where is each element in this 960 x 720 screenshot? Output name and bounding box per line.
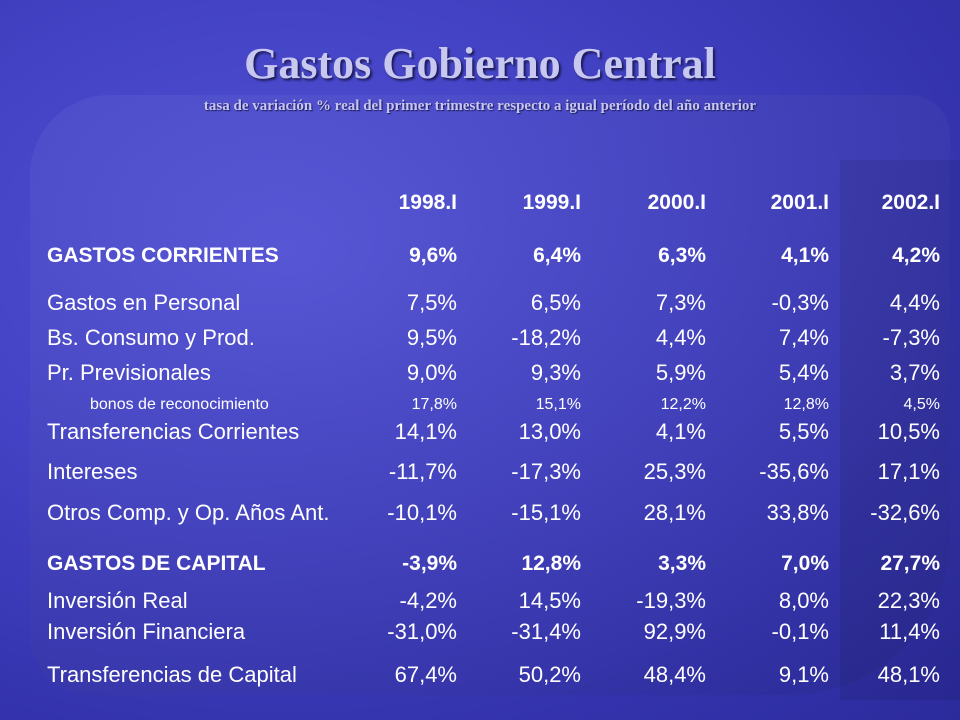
- column-header-year: 1998.I: [398, 191, 457, 214]
- table-cell-value: 12,2%: [660, 396, 706, 413]
- table-cell-value: 4,4%: [655, 325, 706, 350]
- table-cell-value: 4,2%: [892, 244, 940, 267]
- table-cell-value: 14,5%: [518, 588, 581, 613]
- row-label: Transferencias Corrientes: [47, 419, 300, 444]
- table-cell-value: 7,3%: [655, 290, 706, 315]
- table-cell-value: 9,1%: [778, 662, 829, 687]
- table-cell-value: 67,4%: [394, 662, 457, 687]
- row-label: GASTOS CORRIENTES: [47, 244, 279, 267]
- table-cell-value: -11,7%: [388, 459, 457, 484]
- table-cell-value: 15,1%: [535, 396, 581, 413]
- table-cell-value: 7,0%: [781, 552, 829, 575]
- table-cell-value: 9,3%: [530, 360, 581, 385]
- table-cell-value: -3,9%: [402, 552, 457, 575]
- table-cell-value: -32,6%: [870, 500, 940, 525]
- table-cell-value: 3,7%: [889, 360, 940, 385]
- table-cell-value: 6,4%: [533, 244, 581, 267]
- table-cell-value: 27,7%: [880, 552, 940, 575]
- table-cell-value: -19,3%: [636, 588, 706, 613]
- table-cell-value: 28,1%: [643, 500, 706, 525]
- row-label: Bs. Consumo y Prod.: [47, 325, 255, 350]
- table-cell-value: 6,5%: [530, 290, 581, 315]
- column-header-year: 2000.I: [647, 191, 706, 214]
- table-cell-value: -18,2%: [511, 325, 581, 350]
- row-label: Pr. Previsionales: [47, 360, 211, 385]
- background-shape: [30, 95, 950, 695]
- table-cell-value: 9,6%: [409, 244, 457, 267]
- table-cell-value: 4,1%: [781, 244, 829, 267]
- table-cell-value: -31,4%: [511, 619, 581, 644]
- table-cell-value: 5,4%: [778, 360, 829, 385]
- table-cell-value: 92,9%: [643, 619, 706, 644]
- table-cell-value: -17,3%: [511, 459, 581, 484]
- row-label: Otros Comp. y Op. Años Ant.: [47, 500, 330, 525]
- table-cell-value: -35,6%: [759, 459, 829, 484]
- column-header-year: 2002.I: [881, 191, 940, 214]
- column-header-year: 1999.I: [522, 191, 581, 214]
- table-cell-value: 48,1%: [877, 662, 940, 687]
- row-label: Inversión Real: [47, 588, 188, 613]
- table-cell-value: 6,3%: [658, 244, 706, 267]
- row-label: GASTOS DE CAPITAL: [47, 552, 266, 575]
- table-cell-value: 50,2%: [518, 662, 581, 687]
- table-cell-value: 9,5%: [406, 325, 457, 350]
- table-cell-value: -4,2%: [399, 588, 457, 613]
- row-label: Transferencias de Capital: [47, 662, 297, 687]
- table-cell-value: 7,5%: [406, 290, 457, 315]
- table-cell-value: 12,8%: [521, 552, 581, 575]
- table-cell-value: 4,4%: [889, 290, 940, 315]
- table-cell-value: 48,4%: [643, 662, 706, 687]
- row-label: bonos de reconocimiento: [90, 396, 269, 413]
- table-cell-value: 25,3%: [643, 459, 706, 484]
- table-cell-value: 17,1%: [877, 459, 940, 484]
- table-cell-value: 5,5%: [778, 419, 829, 444]
- column-header-year: 2001.I: [770, 191, 829, 214]
- slide-subtitle: tasa de variación % real del primer trim…: [203, 98, 757, 114]
- table-cell-value: 22,3%: [877, 588, 940, 613]
- row-label: Intereses: [47, 459, 138, 484]
- table-cell-value: -31,0%: [387, 619, 457, 644]
- table-cell-value: 33,8%: [766, 500, 829, 525]
- table-cell-value: 9,0%: [406, 360, 457, 385]
- table-cell-value: 3,3%: [658, 552, 706, 575]
- table-cell-value: -0,3%: [771, 290, 829, 315]
- table-cell-value: 4,1%: [655, 419, 706, 444]
- background-rect: [840, 160, 960, 700]
- table-cell-value: 12,8%: [783, 396, 829, 413]
- table-cell-value: 4,5%: [903, 396, 940, 413]
- table-cell-value: 11,4%: [879, 619, 940, 644]
- table-cell-value: -15,1%: [511, 500, 581, 525]
- table-cell-value: 8,0%: [778, 588, 829, 613]
- slide-title: Gastos Gobierno Central: [244, 39, 716, 88]
- table-cell-value: 13,0%: [518, 419, 581, 444]
- table-cell-value: -10,1%: [387, 500, 457, 525]
- table-cell-value: 7,4%: [778, 325, 829, 350]
- table-cell-value: -0,1%: [771, 619, 829, 644]
- table-cell-value: 17,8%: [411, 396, 457, 413]
- table-cell-value: 14,1%: [394, 419, 457, 444]
- table-cell-value: 5,9%: [655, 360, 706, 385]
- row-label: Gastos en Personal: [47, 290, 241, 315]
- row-label: Inversión Financiera: [47, 619, 246, 644]
- table-cell-value: -7,3%: [882, 325, 940, 350]
- table-cell-value: 10,5%: [877, 419, 940, 444]
